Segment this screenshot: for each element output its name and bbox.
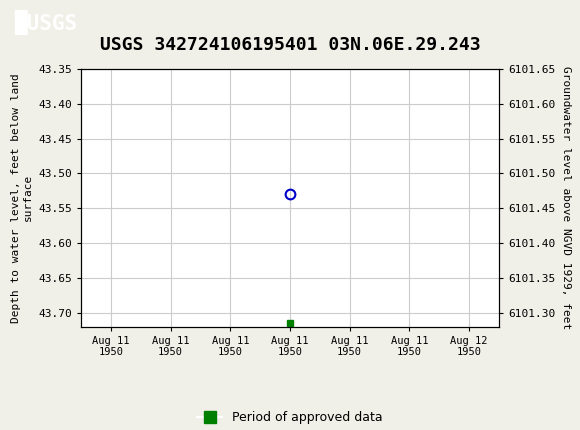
Y-axis label: Groundwater level above NGVD 1929, feet: Groundwater level above NGVD 1929, feet xyxy=(561,66,571,329)
Text: █USGS: █USGS xyxy=(14,10,78,35)
Legend: Period of approved data: Period of approved data xyxy=(192,406,388,429)
Text: USGS 342724106195401 03N.06E.29.243: USGS 342724106195401 03N.06E.29.243 xyxy=(100,36,480,54)
Y-axis label: Depth to water level, feet below land
surface: Depth to water level, feet below land su… xyxy=(11,73,33,322)
